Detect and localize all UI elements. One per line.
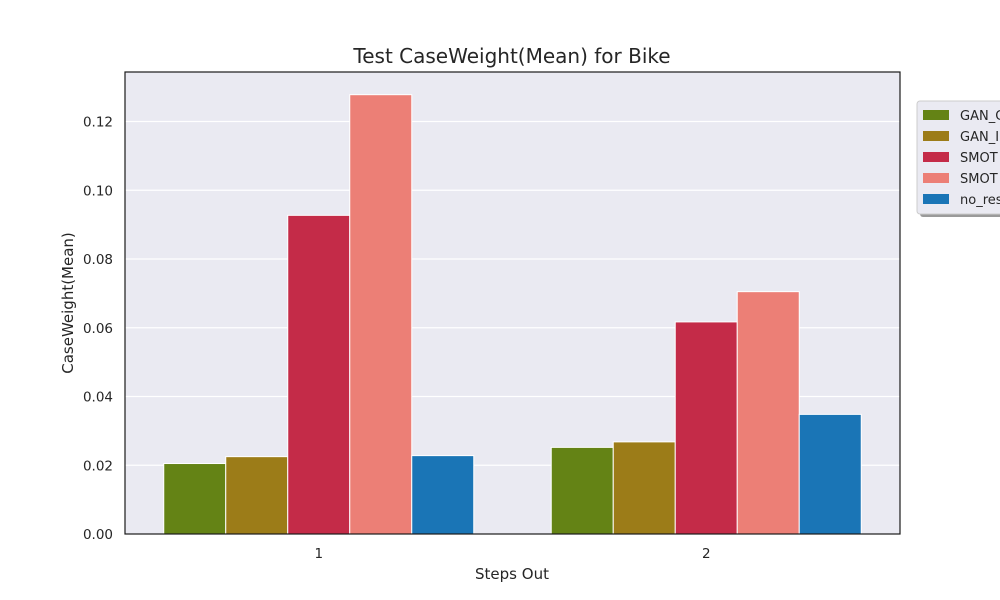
legend-label: SMOT <box>960 172 998 187</box>
y-axis-label: CaseWeight(Mean) <box>59 232 77 374</box>
legend-label: no_res <box>960 193 1000 208</box>
x-tick-label: 2 <box>702 546 711 562</box>
bar <box>550 446 614 535</box>
bar <box>674 321 738 535</box>
bars <box>163 94 862 535</box>
x-tick-label: 1 <box>314 546 323 562</box>
y-axis-ticks: 0.00 0.02 0.04 0.06 0.08 0.10 0.12 <box>83 115 113 544</box>
legend-swatch <box>923 194 949 204</box>
bar <box>798 413 862 535</box>
y-tick-label: 0.04 <box>83 390 113 406</box>
chart-title: Test CaseWeight(Mean) for Bike <box>352 44 670 68</box>
bar <box>349 94 413 535</box>
legend-box <box>916 100 1000 215</box>
x-axis-label: Steps Out <box>475 565 549 583</box>
legend-label: SMOT <box>960 151 998 166</box>
bar <box>736 291 800 535</box>
bar <box>163 463 227 535</box>
legend-swatch <box>923 173 949 183</box>
y-tick-label: 0.10 <box>83 183 113 199</box>
legend-label: GAN_C <box>960 109 1000 124</box>
plot-frame <box>124 71 901 535</box>
legend: GAN_C GAN_I SMOT SMOT no_res <box>916 100 1000 217</box>
bar <box>225 456 289 535</box>
legend-swatch <box>923 131 949 141</box>
bar <box>612 441 676 535</box>
y-tick-label: 0.08 <box>83 252 113 268</box>
y-tick-label: 0.12 <box>83 115 113 131</box>
legend-label: GAN_I <box>960 130 999 145</box>
y-tick-label: 0.06 <box>83 321 113 337</box>
bar <box>287 214 351 535</box>
legend-swatch <box>923 152 949 162</box>
y-tick-label: 0.00 <box>83 527 113 543</box>
y-tick-label: 0.02 <box>83 458 113 474</box>
bar <box>411 455 475 535</box>
legend-swatch <box>923 110 949 120</box>
